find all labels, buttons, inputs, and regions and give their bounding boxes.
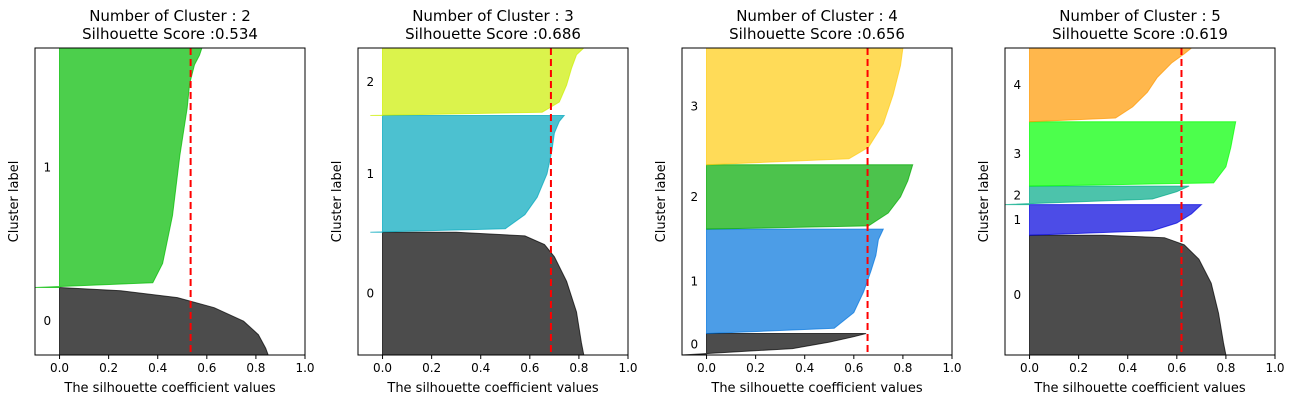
chart-title: Number of Cluster : 5 bbox=[1059, 7, 1221, 25]
x-tick-label: 0.2 bbox=[746, 361, 765, 375]
x-tick-label: 0.0 bbox=[1020, 361, 1039, 375]
axes-frame bbox=[681, 47, 953, 356]
cluster-0-silhouette bbox=[1029, 234, 1227, 355]
chart-subtitle: Silhouette Score :0.534 bbox=[82, 25, 258, 43]
y-axis-label: Cluster label bbox=[977, 161, 992, 243]
axes-frame bbox=[357, 47, 629, 356]
cluster-3-silhouette bbox=[706, 48, 904, 166]
x-tick-label: 1.0 bbox=[295, 361, 314, 375]
x-tick-label: 0.8 bbox=[893, 361, 912, 375]
cluster-2-silhouette bbox=[1005, 185, 1190, 206]
cluster-label-1: 1 bbox=[43, 161, 51, 175]
x-tick-label: 0.6 bbox=[1167, 361, 1186, 375]
cluster-label-0: 0 bbox=[366, 287, 374, 301]
x-tick-label: 0.4 bbox=[795, 361, 814, 375]
cluster-1-silhouette bbox=[35, 48, 203, 288]
chart-subtitle: Silhouette Score :0.656 bbox=[729, 25, 905, 43]
chart-title: Number of Cluster : 2 bbox=[89, 7, 251, 25]
x-tick-label: 0.2 bbox=[99, 361, 118, 375]
x-tick-label: 1.0 bbox=[942, 361, 961, 375]
x-tick-label: 0.4 bbox=[471, 361, 490, 375]
plot-area bbox=[682, 48, 914, 355]
x-axis-label: The silhouette coefficient values bbox=[63, 381, 275, 396]
x-tick-label: 0.6 bbox=[520, 361, 539, 375]
cluster-label-0: 0 bbox=[1013, 288, 1021, 302]
cluster-3-silhouette bbox=[1029, 121, 1237, 187]
x-tick-label: 0.6 bbox=[197, 361, 216, 375]
cluster-label-3: 3 bbox=[690, 99, 698, 113]
x-tick-label: 0.8 bbox=[569, 361, 588, 375]
cluster-label-0: 0 bbox=[43, 314, 51, 328]
cluster-2-silhouette bbox=[370, 48, 585, 116]
plot-area bbox=[1005, 48, 1237, 355]
x-tick-label: 0.2 bbox=[1069, 361, 1088, 375]
x-tick-label: 0.4 bbox=[1118, 361, 1137, 375]
x-tick-label: 0.2 bbox=[422, 361, 441, 375]
cluster-0-silhouette bbox=[682, 333, 867, 355]
cluster-label-1: 1 bbox=[1013, 213, 1021, 227]
cluster-1-silhouette bbox=[370, 115, 566, 233]
cluster-label-3: 3 bbox=[1013, 147, 1021, 161]
cluster-1-silhouette bbox=[1029, 204, 1203, 236]
chart-subtitle: Silhouette Score :0.686 bbox=[405, 25, 581, 43]
x-tick-label: 0.8 bbox=[246, 361, 265, 375]
x-tick-label: 0.4 bbox=[148, 361, 167, 375]
cluster-label-1: 1 bbox=[690, 274, 698, 288]
x-tick-label: 0.6 bbox=[844, 361, 863, 375]
cluster-label-2: 2 bbox=[1013, 188, 1021, 202]
plot-area bbox=[370, 48, 585, 355]
x-tick-label: 0.0 bbox=[50, 361, 69, 375]
chart-subtitle: Silhouette Score :0.619 bbox=[1052, 25, 1228, 43]
y-axis-label: Cluster label bbox=[7, 161, 22, 243]
cluster-4-silhouette bbox=[1029, 48, 1193, 123]
x-tick-label: 0.0 bbox=[373, 361, 392, 375]
x-tick-label: 1.0 bbox=[618, 361, 637, 375]
cluster-0-silhouette bbox=[382, 231, 585, 355]
cluster-label-4: 4 bbox=[1013, 78, 1021, 92]
y-axis-label: Cluster label bbox=[654, 161, 669, 243]
y-axis-label: Cluster label bbox=[330, 161, 345, 243]
plot-area bbox=[35, 48, 269, 355]
axes-frame bbox=[1004, 47, 1276, 356]
cluster-label-1: 1 bbox=[366, 167, 374, 181]
x-axis-label: The silhouette coefficient values bbox=[386, 381, 598, 396]
cluster-label-2: 2 bbox=[366, 75, 374, 89]
chart-title: Number of Cluster : 4 bbox=[736, 7, 898, 25]
x-axis-label: The silhouette coefficient values bbox=[710, 381, 922, 396]
x-tick-label: 1.0 bbox=[1265, 361, 1284, 375]
x-tick-label: 0.8 bbox=[1216, 361, 1235, 375]
axes-frame bbox=[34, 47, 306, 356]
cluster-2-silhouette bbox=[706, 164, 914, 230]
cluster-label-2: 2 bbox=[690, 190, 698, 204]
cluster-label-0: 0 bbox=[690, 337, 698, 351]
x-tick-label: 0.0 bbox=[697, 361, 716, 375]
cluster-1-silhouette bbox=[706, 228, 885, 335]
cluster-0-silhouette bbox=[59, 286, 269, 355]
chart-title: Number of Cluster : 3 bbox=[412, 7, 574, 25]
x-axis-label: The silhouette coefficient values bbox=[1033, 381, 1245, 396]
